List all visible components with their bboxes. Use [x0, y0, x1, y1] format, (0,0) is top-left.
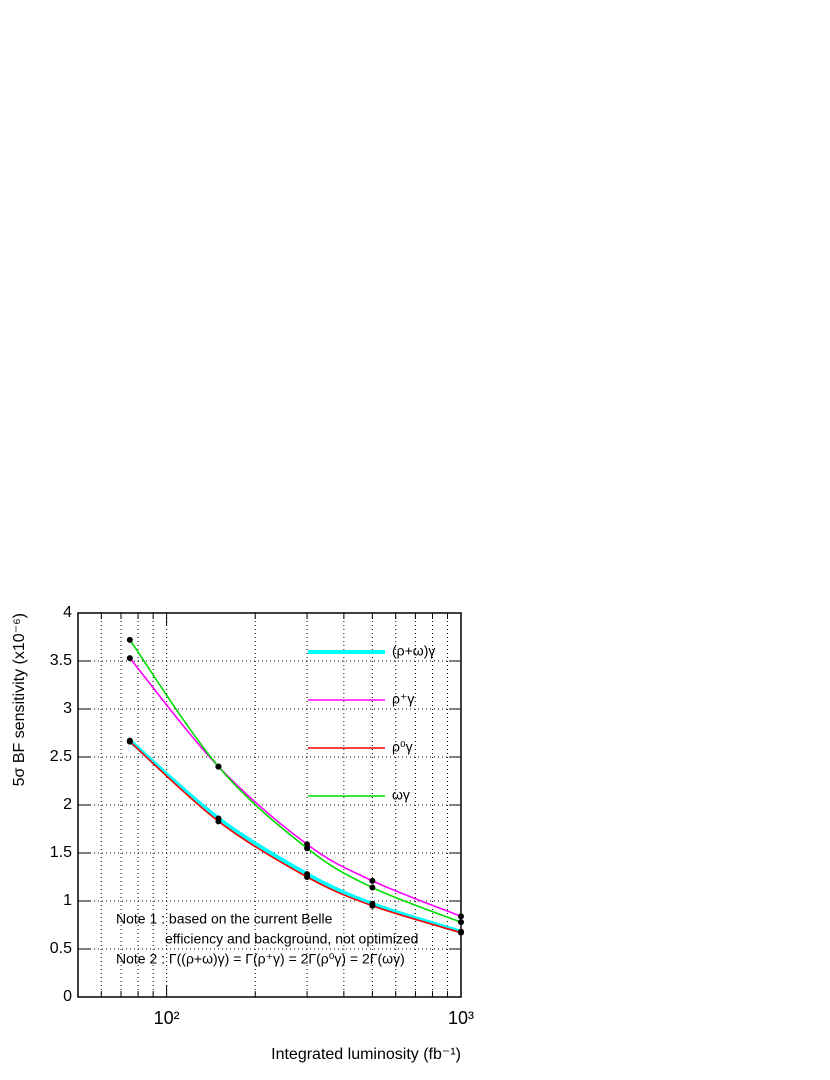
data-point	[304, 874, 311, 880]
data-point	[458, 919, 464, 926]
y-tick-label: 1	[63, 892, 72, 909]
series-line	[129, 639, 462, 923]
annotation: efficiency and background, not optimized	[165, 931, 418, 947]
annotation: Note 2 : Γ((ρ+ω)γ) = Γ(ρ⁺γ) = 2Γ(ρ⁰γ) = …	[116, 951, 405, 967]
x-axis-label: Integrated luminosity (fb⁻¹)	[271, 1046, 461, 1063]
data-point	[215, 763, 222, 770]
data-point	[369, 884, 376, 891]
series-line	[129, 741, 462, 934]
legend-label: ρ⁺γ	[392, 691, 414, 707]
series-line	[128, 739, 462, 934]
legend-label: ωγ	[392, 787, 410, 803]
series-line	[129, 657, 462, 918]
data-point	[369, 877, 376, 884]
plot-frame	[77, 612, 462, 998]
legend-label: ρ⁰γ	[392, 739, 413, 755]
x-tick-label: 10³	[448, 1008, 474, 1028]
y-tick-label: 0.5	[50, 940, 72, 957]
data-point	[126, 636, 133, 643]
legend-label: (ρ+ω)γ	[392, 643, 435, 659]
y-tick-label: 0	[63, 988, 72, 1005]
y-tick-label: 2.5	[50, 748, 72, 765]
data-point	[369, 902, 376, 909]
annotation: Note 1 : based on the current Belle	[116, 911, 333, 927]
y-axis-label: 5σ BF sensitivity (x10⁻⁶)	[11, 613, 28, 786]
y-tick-label: 3.5	[50, 652, 72, 669]
y-tick-label: 4	[63, 604, 72, 621]
data-point	[126, 738, 133, 745]
data-point	[215, 818, 222, 825]
y-tick-label: 2	[63, 796, 72, 813]
data-point	[304, 845, 311, 852]
data-point	[458, 929, 464, 936]
x-tick-label: 10²	[154, 1008, 180, 1028]
data-point	[126, 655, 133, 662]
y-tick-label: 1.5	[50, 844, 72, 861]
y-tick-label: 3	[63, 700, 72, 717]
data-point	[458, 913, 464, 920]
